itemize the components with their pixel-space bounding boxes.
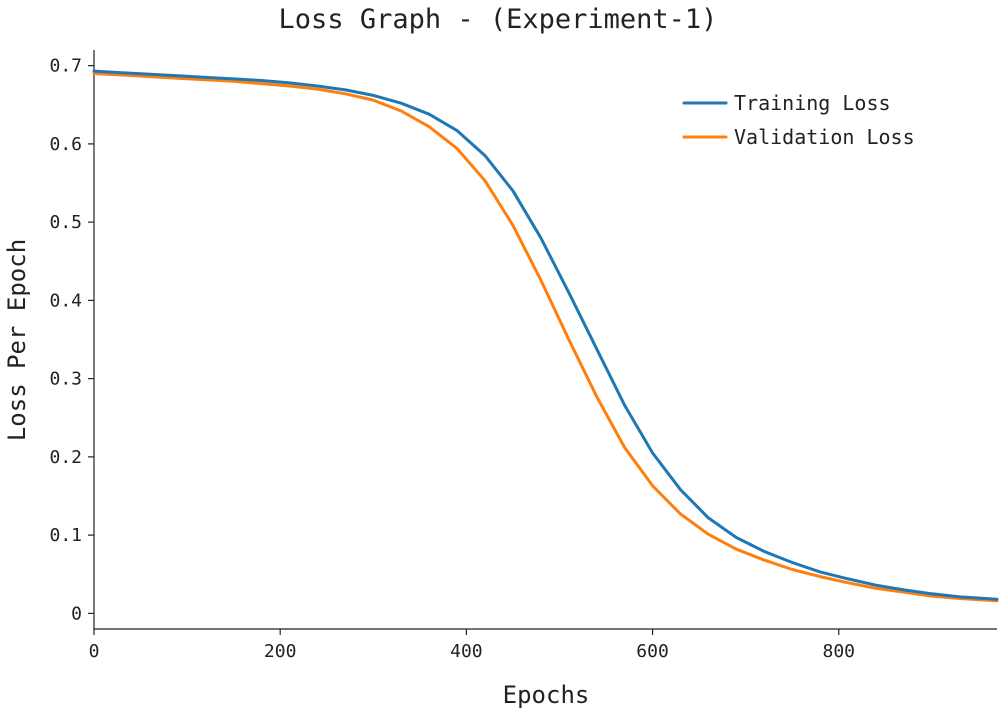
y-tick-label: 0 [71, 603, 82, 624]
y-tick-label: 0.2 [49, 447, 82, 468]
series-layer [92, 69, 999, 603]
x-tick-label: 400 [450, 641, 483, 662]
y-tick-label: 0.5 [49, 212, 82, 233]
y-tick-label: 0.6 [49, 134, 82, 155]
y-tick-label: 0.3 [49, 369, 82, 390]
x-tick-label: 800 [822, 641, 855, 662]
ticks-layer: 0 200 400 600 800 0 0.1 0.2 0.3 0.4 0.5 0.6 0.7 [49, 56, 855, 662]
y-tick-label: 0.4 [49, 290, 82, 311]
series-line-validation-loss [92, 72, 999, 603]
series-line-training-loss [92, 69, 999, 601]
x-tick-label: 200 [264, 641, 297, 662]
legend-label-validation-loss: Validation Loss [734, 125, 915, 149]
y-axis-label: Loss Per Epoch [3, 239, 31, 441]
x-tick-label: 0 [89, 641, 100, 662]
chart-title: Loss Graph - (Experiment-1) [279, 4, 718, 35]
legend-label-training-loss: Training Loss [734, 91, 891, 115]
legend: Training Loss Validation Loss [682, 91, 915, 149]
x-tick-label: 600 [636, 641, 669, 662]
y-tick-label: 0.7 [49, 56, 82, 77]
y-tick-label: 0.1 [49, 525, 82, 546]
x-axis-label: Epochs [503, 681, 590, 709]
